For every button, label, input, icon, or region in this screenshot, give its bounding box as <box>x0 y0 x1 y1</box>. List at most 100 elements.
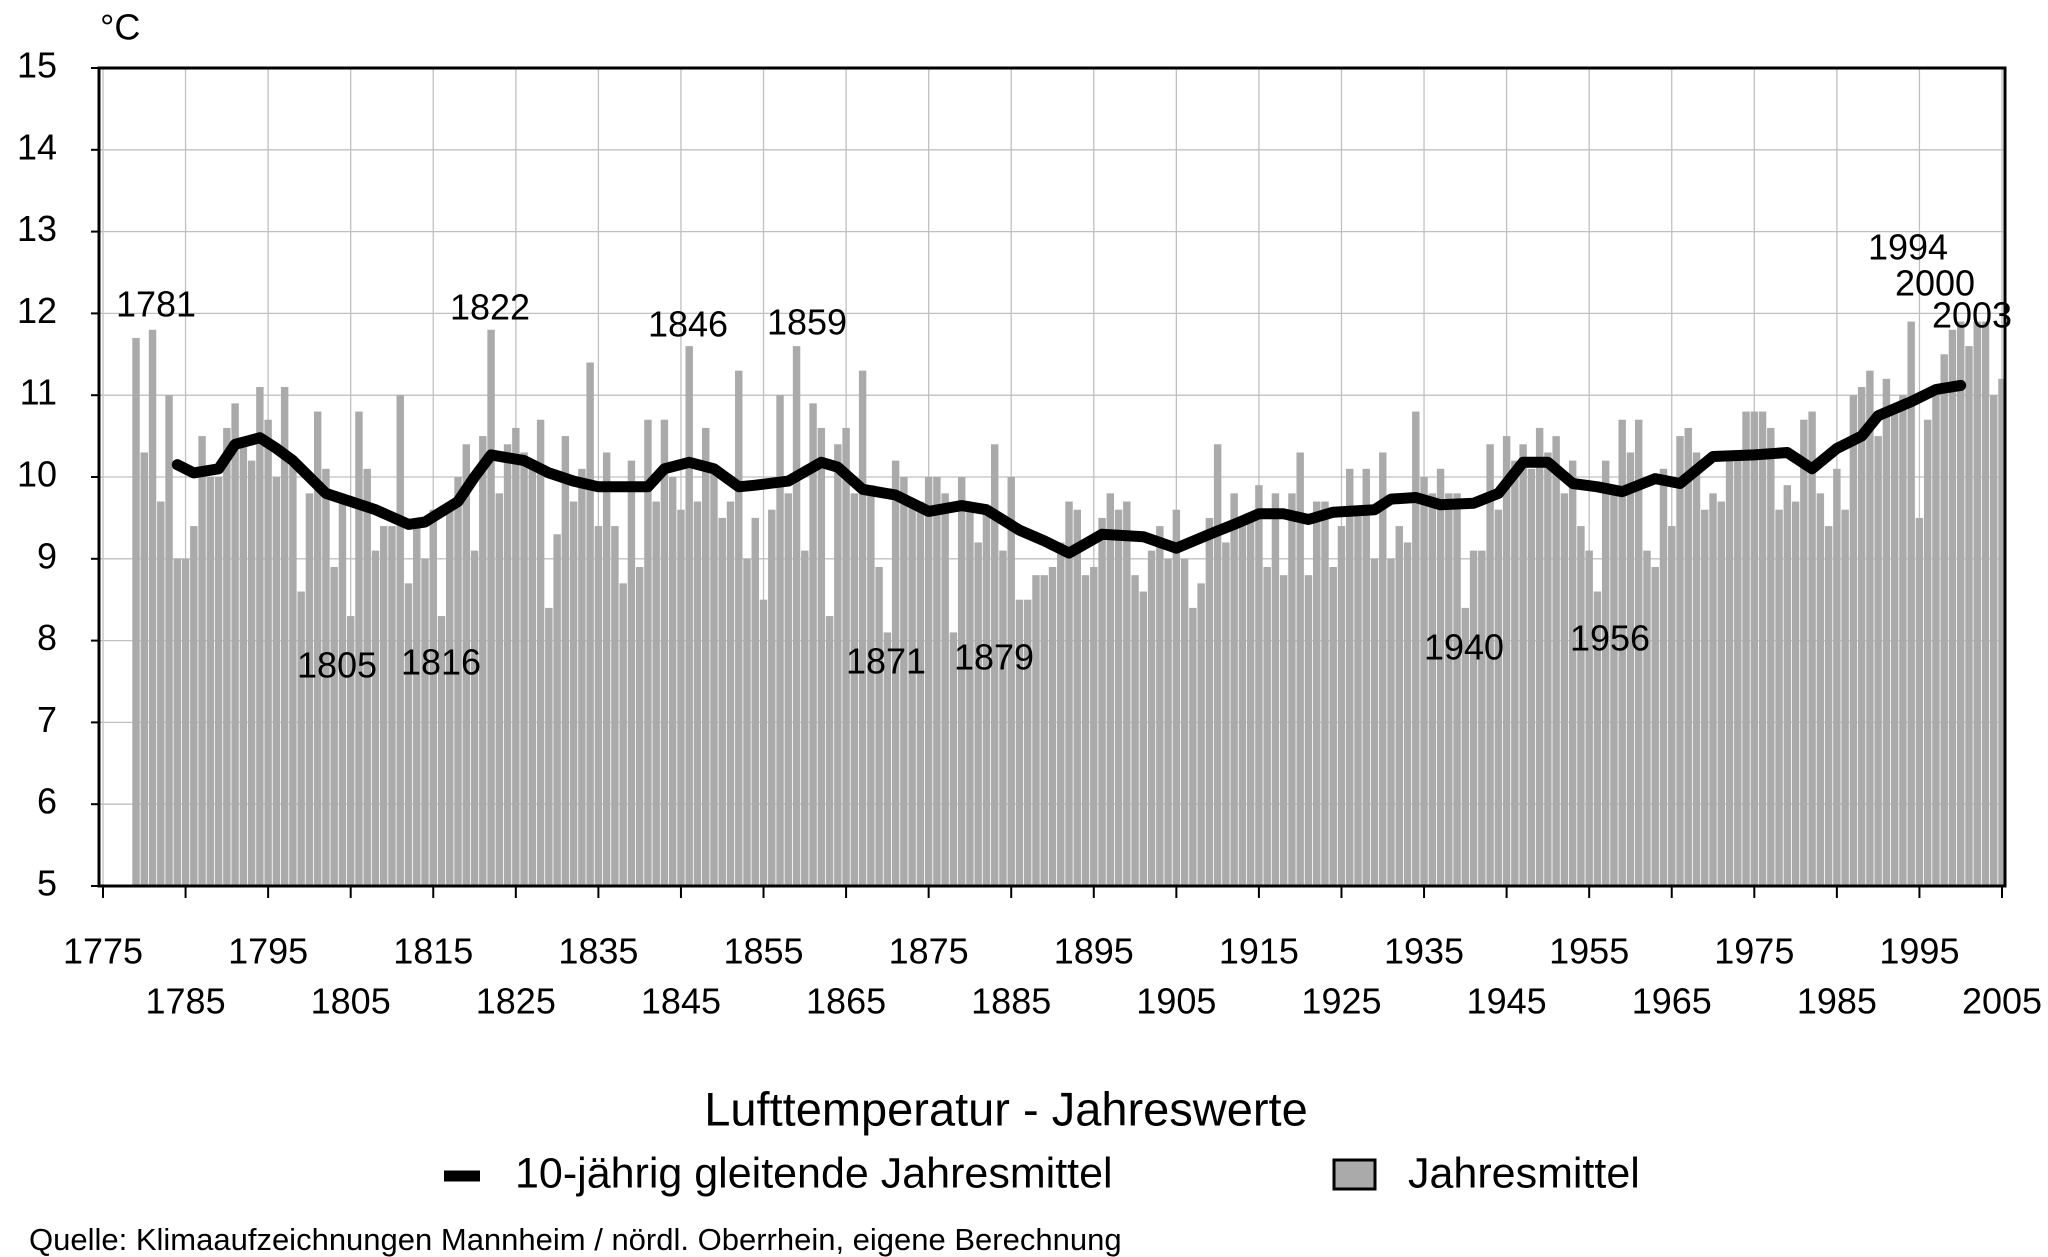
annotation: 1940 <box>1424 627 1504 668</box>
y-tick-label: 11 <box>20 372 57 413</box>
bar <box>1246 517 1255 886</box>
bar <box>380 526 388 886</box>
bar <box>900 477 908 886</box>
bar <box>1957 321 1965 887</box>
bar <box>1312 501 1321 886</box>
bar <box>1420 477 1428 886</box>
bar <box>264 419 272 886</box>
bar <box>1552 436 1560 886</box>
bar <box>371 550 380 886</box>
bar <box>1362 468 1370 886</box>
bar <box>834 444 842 886</box>
bar <box>850 493 859 886</box>
bar <box>479 436 487 886</box>
bar <box>1436 468 1445 886</box>
bar <box>528 468 537 886</box>
bar <box>1469 550 1478 886</box>
bar <box>1610 485 1618 886</box>
annotation: 1846 <box>648 304 728 345</box>
bar <box>1750 411 1759 886</box>
bar <box>1139 591 1148 886</box>
bar <box>165 395 173 886</box>
bar <box>198 436 206 886</box>
annotation: 1956 <box>1570 618 1650 659</box>
annotation: 1871 <box>846 641 926 682</box>
bar <box>685 346 693 886</box>
y-tick-label: 7 <box>37 699 57 740</box>
bar <box>1973 321 1981 887</box>
bar <box>1882 378 1891 886</box>
bar <box>1519 444 1527 886</box>
bar <box>594 526 603 886</box>
bar <box>1329 566 1337 886</box>
bar <box>1601 460 1610 886</box>
x-tick-label: 2005 <box>1962 981 2042 1022</box>
bar <box>644 419 652 886</box>
bar <box>536 419 545 886</box>
bar <box>1279 575 1288 886</box>
bar <box>239 444 248 886</box>
bar <box>1354 509 1362 886</box>
bar <box>1899 395 1907 886</box>
bar <box>1634 419 1643 886</box>
bar <box>446 509 454 886</box>
bar <box>1841 509 1849 886</box>
bar <box>470 550 479 886</box>
bar <box>454 477 462 886</box>
annotation: 1879 <box>954 637 1034 678</box>
bar <box>1791 501 1800 886</box>
x-tick-label: 1985 <box>1797 981 1877 1022</box>
bar <box>1040 575 1048 886</box>
bar <box>214 477 223 886</box>
bar <box>1544 452 1552 886</box>
x-tick-label: 1895 <box>1054 931 1134 972</box>
bar <box>1412 411 1420 886</box>
x-tick-label: 1825 <box>476 981 556 1022</box>
bar <box>1758 411 1767 886</box>
annotation: 2003 <box>1932 295 2012 336</box>
bar <box>1692 452 1701 886</box>
bar <box>1659 468 1668 886</box>
bar <box>578 468 586 886</box>
x-tick-label: 1975 <box>1714 931 1794 972</box>
bar <box>1090 566 1098 886</box>
bar <box>1981 321 1990 887</box>
x-tick-label: 1815 <box>393 931 473 972</box>
x-tick-label: 1925 <box>1301 981 1381 1022</box>
bar <box>1015 599 1024 886</box>
bar <box>1857 387 1866 886</box>
bar <box>346 616 355 886</box>
bar <box>1535 427 1544 886</box>
bar <box>1081 575 1090 886</box>
bar <box>503 444 512 886</box>
bar <box>1668 526 1676 886</box>
x-tick-label: 1885 <box>971 981 1051 1022</box>
bar <box>1180 558 1189 886</box>
bar <box>611 526 619 886</box>
bar <box>421 558 429 886</box>
bar <box>363 468 371 886</box>
bar <box>1833 468 1841 886</box>
bar <box>520 452 528 886</box>
y-tick-label: 12 <box>17 290 57 331</box>
bar <box>1965 346 1973 886</box>
bar <box>1453 493 1461 886</box>
bar <box>1164 558 1172 886</box>
y-tick-label: 10 <box>17 454 57 495</box>
bar <box>429 509 437 886</box>
bar <box>231 403 239 886</box>
moving-average-line <box>171 379 1967 559</box>
bar <box>1626 452 1635 886</box>
bar <box>1131 575 1139 886</box>
bar <box>1222 542 1230 886</box>
bar <box>1065 501 1073 886</box>
bar <box>693 501 702 886</box>
bar <box>586 362 594 887</box>
bar <box>1189 607 1197 886</box>
bar <box>1032 575 1040 886</box>
x-tick-label: 1945 <box>1467 981 1547 1022</box>
bar <box>1296 452 1304 886</box>
y-tick-label: 8 <box>37 617 57 658</box>
bar <box>413 526 421 886</box>
bar <box>759 599 768 886</box>
